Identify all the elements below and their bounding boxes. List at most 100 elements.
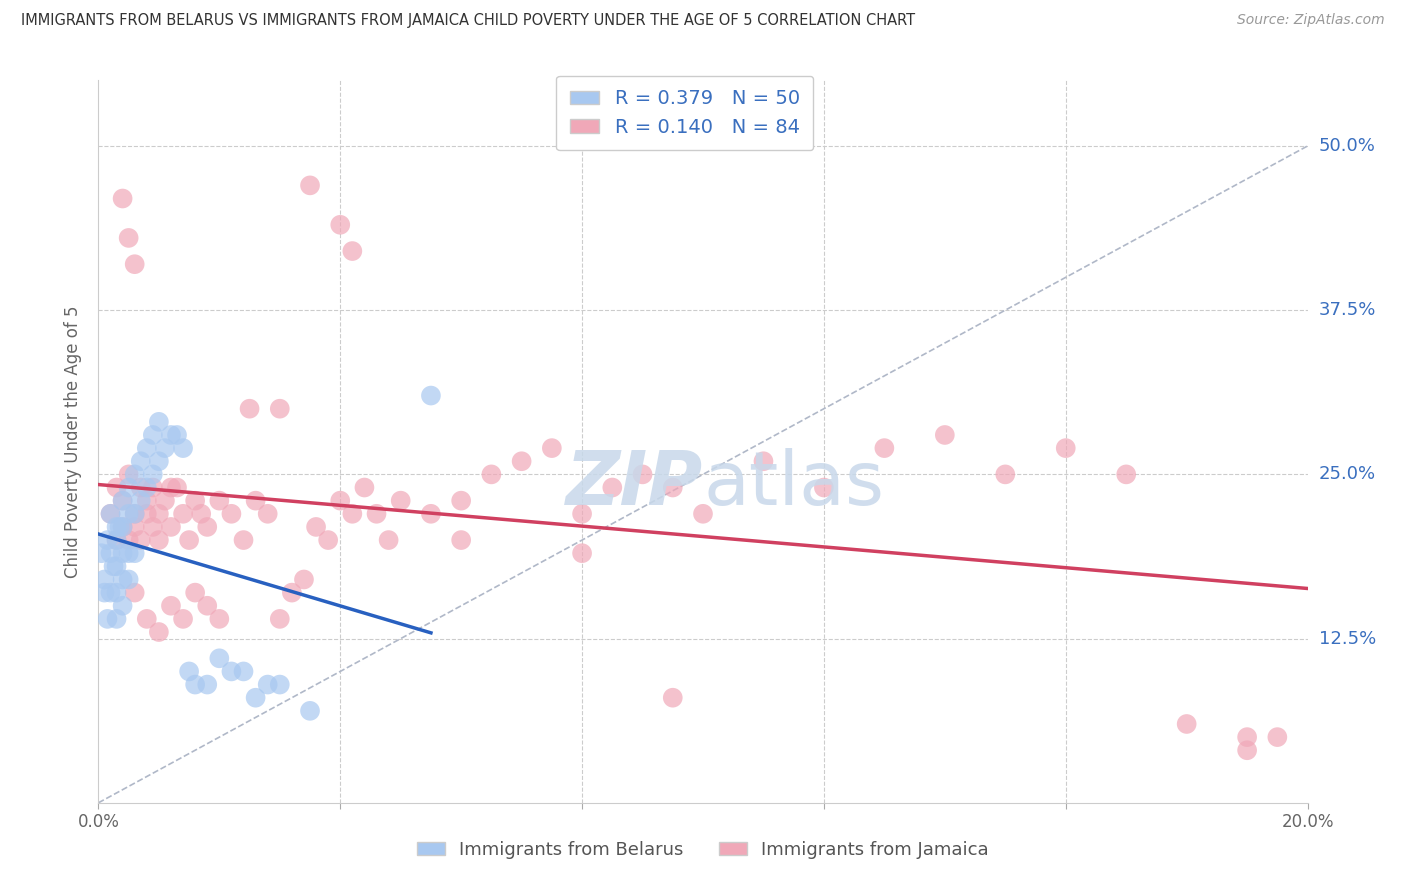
- Point: [1175, 717, 1198, 731]
- Point: [142, 428, 165, 442]
- Point: [166, 428, 188, 442]
- Point: [103, 559, 125, 574]
- Point: [329, 218, 352, 232]
- Point: [129, 481, 152, 495]
- Point: [153, 441, 176, 455]
- Point: [148, 533, 170, 547]
- Point: [366, 507, 388, 521]
- Point: [208, 651, 231, 665]
- Point: [342, 507, 364, 521]
- Point: [221, 507, 243, 521]
- Point: [184, 493, 207, 508]
- Point: [160, 428, 183, 442]
- Point: [269, 612, 291, 626]
- Point: [292, 573, 315, 587]
- Point: [269, 401, 291, 416]
- Text: 12.5%: 12.5%: [1319, 630, 1376, 648]
- Point: [299, 704, 322, 718]
- Point: [172, 507, 194, 521]
- Point: [661, 481, 683, 495]
- Point: [353, 481, 375, 495]
- Point: [190, 507, 212, 521]
- Point: [1115, 467, 1137, 482]
- Point: [135, 441, 157, 455]
- Point: [124, 257, 146, 271]
- Point: [105, 520, 128, 534]
- Point: [631, 467, 654, 482]
- Text: 50.0%: 50.0%: [1319, 137, 1375, 155]
- Point: [148, 625, 170, 640]
- Point: [105, 533, 128, 547]
- Point: [813, 481, 835, 495]
- Point: [105, 559, 128, 574]
- Point: [184, 585, 207, 599]
- Point: [111, 520, 134, 534]
- Point: [232, 533, 254, 547]
- Point: [1236, 743, 1258, 757]
- Text: ZIP: ZIP: [565, 449, 703, 522]
- Point: [1054, 441, 1077, 455]
- Point: [148, 507, 170, 521]
- Point: [118, 573, 141, 587]
- Point: [111, 546, 134, 560]
- Point: [299, 178, 322, 193]
- Point: [873, 441, 896, 455]
- Point: [96, 533, 118, 547]
- Point: [124, 507, 146, 521]
- Point: [124, 585, 146, 599]
- Point: [105, 612, 128, 626]
- Point: [420, 388, 443, 402]
- Point: [129, 533, 152, 547]
- Text: 37.5%: 37.5%: [1319, 301, 1376, 319]
- Point: [389, 493, 412, 508]
- Point: [111, 520, 134, 534]
- Text: Source: ZipAtlas.com: Source: ZipAtlas.com: [1237, 13, 1385, 28]
- Point: [111, 573, 134, 587]
- Point: [148, 454, 170, 468]
- Point: [100, 546, 122, 560]
- Point: [105, 533, 128, 547]
- Point: [100, 585, 122, 599]
- Point: [135, 612, 157, 626]
- Point: [111, 493, 134, 508]
- Point: [129, 493, 152, 508]
- Point: [208, 612, 231, 626]
- Point: [256, 507, 278, 521]
- Point: [420, 507, 443, 521]
- Point: [111, 493, 134, 508]
- Point: [160, 481, 183, 495]
- Point: [281, 585, 304, 599]
- Point: [179, 665, 201, 679]
- Point: [269, 677, 291, 691]
- Point: [105, 585, 128, 599]
- Point: [481, 467, 503, 482]
- Point: [256, 677, 278, 691]
- Point: [172, 612, 194, 626]
- Text: atlas: atlas: [703, 449, 884, 522]
- Point: [172, 441, 194, 455]
- Text: 25.0%: 25.0%: [1319, 466, 1376, 483]
- Point: [179, 533, 201, 547]
- Point: [124, 507, 146, 521]
- Point: [129, 454, 152, 468]
- Point: [208, 493, 231, 508]
- Point: [540, 441, 562, 455]
- Point: [118, 231, 141, 245]
- Point: [1267, 730, 1289, 744]
- Point: [195, 520, 218, 534]
- Point: [1236, 730, 1258, 744]
- Point: [305, 520, 328, 534]
- Point: [118, 467, 141, 482]
- Text: IMMIGRANTS FROM BELARUS VS IMMIGRANTS FROM JAMAICA CHILD POVERTY UNDER THE AGE O: IMMIGRANTS FROM BELARUS VS IMMIGRANTS FR…: [21, 13, 915, 29]
- Point: [118, 533, 141, 547]
- Point: [111, 599, 134, 613]
- Point: [571, 507, 593, 521]
- Point: [661, 690, 683, 705]
- Point: [93, 573, 115, 587]
- Point: [100, 507, 122, 521]
- Point: [450, 493, 472, 508]
- Point: [148, 415, 170, 429]
- Point: [153, 493, 176, 508]
- Point: [994, 467, 1017, 482]
- Point: [571, 546, 593, 560]
